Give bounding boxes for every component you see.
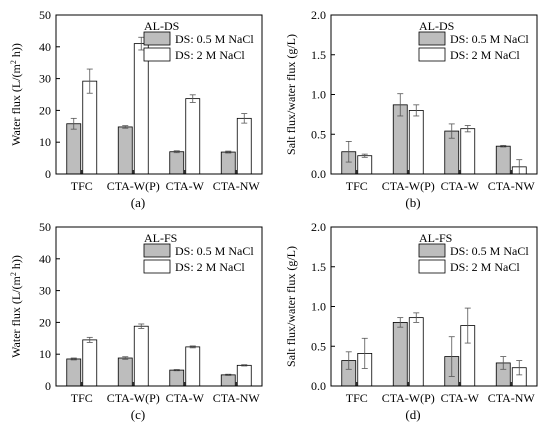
legend-swatch [143, 47, 171, 62]
y-tick-label: 1.0 [311, 88, 326, 102]
bar [408, 317, 424, 387]
legend-label: DS: 2 M NaCl [450, 260, 520, 274]
y-tick-label: 10 [39, 347, 51, 361]
legend-label: DS: 0.5 M NaCl [450, 32, 529, 46]
x-tick-label: TFC [346, 179, 368, 193]
bar [185, 346, 201, 387]
bar [460, 128, 476, 175]
bar [82, 80, 98, 175]
y-tick-label: 20 [39, 315, 51, 329]
legend-swatch [418, 47, 446, 62]
x-tick-label: CTA-NW [488, 391, 536, 405]
bar [495, 145, 511, 175]
bar [169, 151, 185, 175]
x-tick-label: TFC [71, 179, 93, 193]
bar [220, 151, 236, 175]
x-tick-label: CTA-W [166, 391, 205, 405]
y-tick-label: 0.5 [311, 339, 326, 353]
bar [117, 126, 133, 175]
y-tick-label: 2.0 [311, 8, 326, 22]
y-tick-label: 40 [39, 252, 51, 266]
y-tick-label: 1.5 [311, 260, 326, 274]
x-tick-label: CTA-W(P) [382, 391, 435, 405]
legend-label: DS: 2 M NaCl [450, 48, 520, 62]
y-tick-label: 0.0 [311, 167, 326, 181]
bar [66, 123, 82, 175]
legend-label: DS: 2 M NaCl [175, 260, 245, 274]
bar [82, 339, 98, 387]
legend-swatch [418, 259, 446, 274]
chart-panel-2: 0.0 0.5 1.0 1.5 2.0 TFC CTA-W(P) CTA-W CTA-NW AL-… [284, 8, 538, 210]
y-axis-label: Salt flux/water flux (g/L) [284, 34, 298, 155]
y-tick-label: 10 [39, 135, 51, 149]
y-tick-label: 50 [39, 220, 51, 234]
x-tick-label: CTA-NW [213, 391, 261, 405]
bar [185, 98, 201, 175]
legend-swatch [143, 259, 171, 274]
panel-annotation: AL-DS [419, 19, 454, 33]
y-tick-label: 1.5 [311, 48, 326, 62]
y-tick-label: 0.5 [311, 127, 326, 141]
bar [117, 357, 133, 387]
panel-label: (d) [405, 407, 420, 422]
bar [133, 43, 149, 175]
y-tick-label: 20 [39, 103, 51, 117]
y-tick-label: 40 [39, 40, 51, 54]
x-tick-label: CTA-W [441, 179, 480, 193]
bar [357, 155, 373, 175]
y-axis-label: Salt flux/water flux (g/L) [284, 246, 298, 367]
bar [408, 110, 424, 175]
y-axis-label: Water flux (L/(m2 h)) [9, 43, 23, 146]
y-tick-label: 2.0 [311, 220, 326, 234]
x-tick-label: CTA-W [441, 391, 480, 405]
bar [392, 321, 408, 387]
plot-frame [330, 14, 538, 175]
x-tick-label: CTA-NW [488, 179, 536, 193]
legend-label: DS: 0.5 M NaCl [175, 244, 254, 258]
panel-annotation: AL-FS [419, 231, 452, 245]
plot-frame [330, 226, 538, 387]
x-tick-label: CTA-W [166, 179, 205, 193]
legend-swatch [143, 243, 171, 258]
bar [66, 358, 82, 387]
x-tick-label: TFC [346, 391, 368, 405]
panel-label: (a) [131, 195, 145, 210]
panel-label: (c) [131, 407, 145, 422]
x-tick-label: CTA-W(P) [107, 179, 160, 193]
legend-label: DS: 0.5 M NaCl [450, 244, 529, 258]
bar [236, 117, 252, 175]
panel-annotation: AL-DS [144, 19, 179, 33]
y-tick-label: 1.0 [311, 300, 326, 314]
x-tick-label: TFC [71, 391, 93, 405]
legend-swatch [143, 31, 171, 46]
legend-label: DS: 2 M NaCl [175, 48, 245, 62]
y-tick-label: 0.0 [311, 379, 326, 393]
panel-annotation: AL-FS [144, 231, 177, 245]
chart-panel-4: 0.0 0.5 1.0 1.5 2.0 TFC CTA-W(P) CTA-W CTA-NW AL-… [284, 220, 538, 422]
y-tick-label: 30 [39, 284, 51, 298]
panel-label: (b) [405, 195, 420, 210]
y-tick-label: 0 [45, 379, 51, 393]
bar [220, 374, 236, 387]
legend-swatch [418, 243, 446, 258]
legend-label: DS: 0.5 M NaCl [175, 32, 254, 46]
bar [133, 325, 149, 387]
y-tick-label: 50 [39, 8, 51, 22]
x-tick-label: CTA-NW [213, 179, 261, 193]
plot-frame [55, 14, 263, 175]
plot-frame [55, 226, 263, 387]
x-tick-label: CTA-W(P) [107, 391, 160, 405]
x-tick-label: CTA-W(P) [382, 179, 435, 193]
y-tick-label: 0 [45, 167, 51, 181]
y-axis-label: Water flux (L/(m2 h)) [9, 255, 23, 358]
bar [169, 369, 185, 387]
bar [236, 364, 252, 387]
y-tick-label: 30 [39, 72, 51, 86]
legend-swatch [418, 31, 446, 46]
